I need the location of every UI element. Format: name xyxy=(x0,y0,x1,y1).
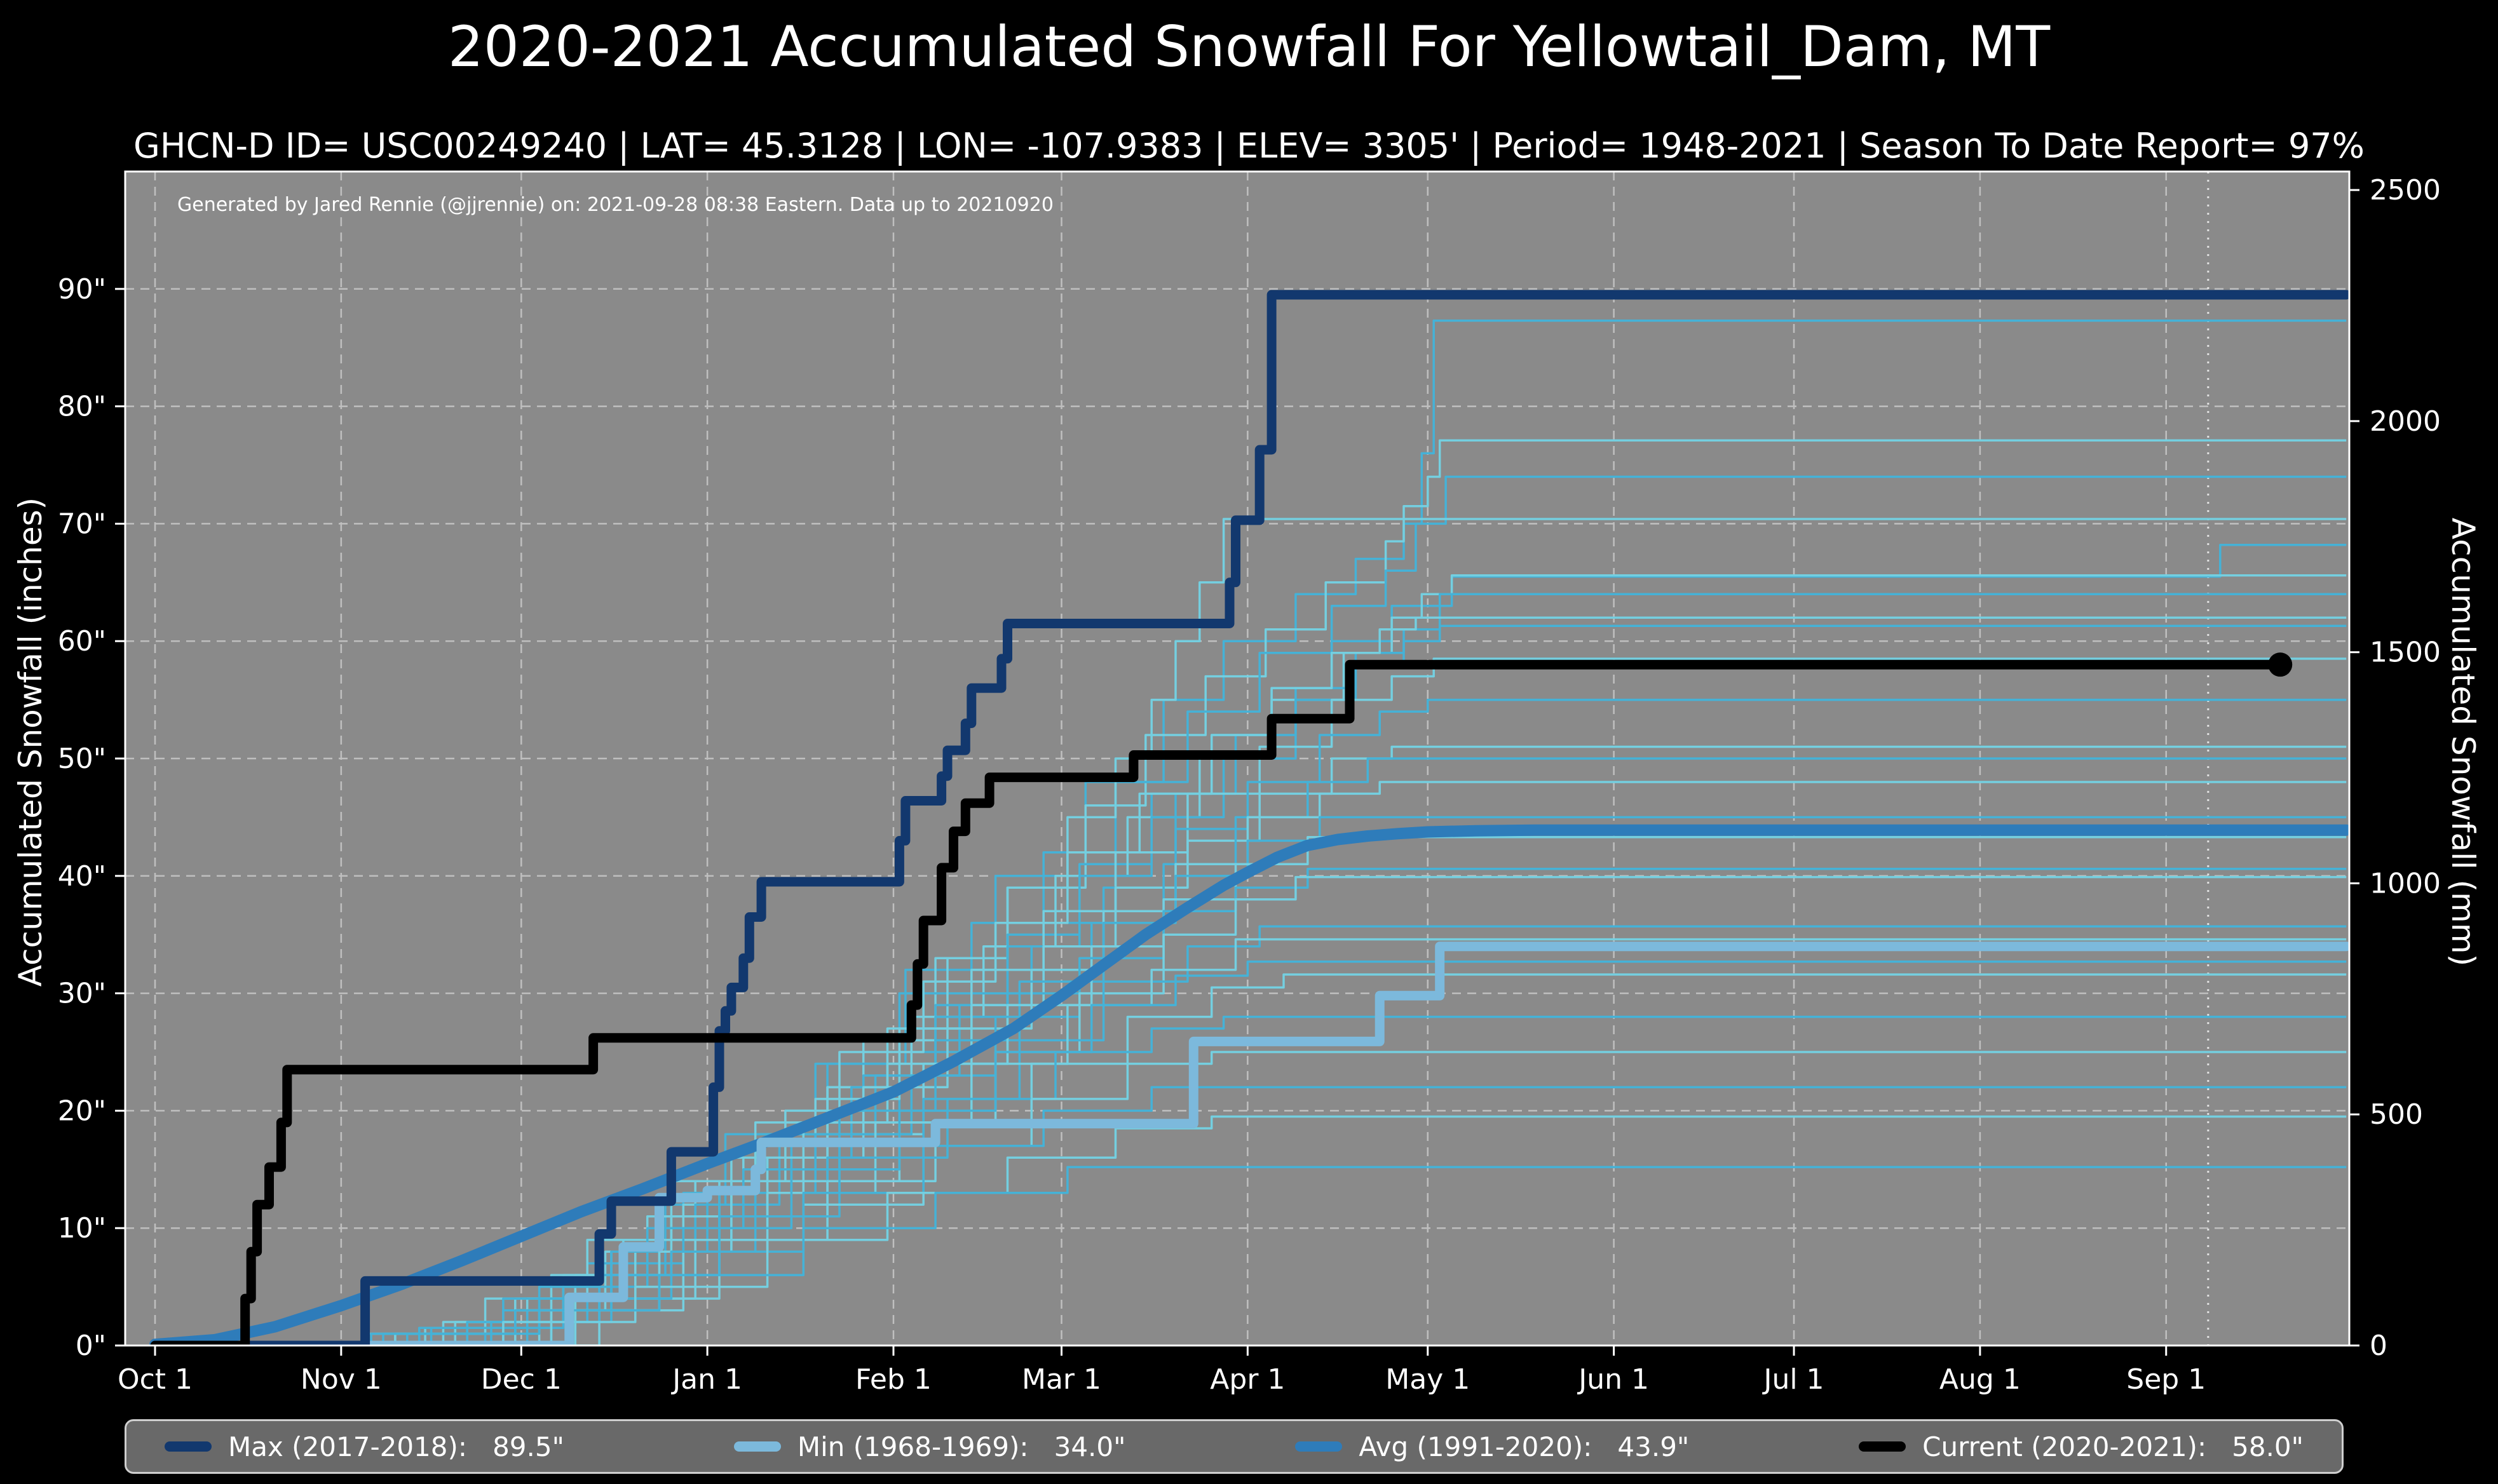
x-tick-label: May 1 xyxy=(1385,1363,1470,1396)
axis-tick-labels: 0" 10" 20" 30" 40" 50" 60" 70" 80" 90" 0 500 1000 150… xyxy=(58,174,2441,1396)
background-season-line xyxy=(155,1166,2347,1346)
min-line-swatch xyxy=(733,1441,781,1452)
legend-item-current: Current (2020-2021): 58.0" xyxy=(1859,1431,2304,1462)
y-right-tick-label: 2500 xyxy=(2370,174,2441,206)
legend-label-max: Max (2017-2018): 89.5" xyxy=(228,1431,564,1462)
legend-label-min: Min (1968-1969): 34.0" xyxy=(797,1431,1126,1462)
legend-item-avg: Avg (1991-2020): 43.9" xyxy=(1295,1431,1689,1462)
y-left-tick-label: 30" xyxy=(58,978,106,1010)
current-endpoint-dot xyxy=(2268,652,2293,677)
series-group xyxy=(149,290,2349,1346)
legend-item-max: Max (2017-2018): 89.5" xyxy=(165,1431,564,1462)
min-line xyxy=(150,941,2349,1346)
x-tick-label: Oct 1 xyxy=(118,1363,193,1396)
legend-label-avg: Avg (1991-2020): 43.9" xyxy=(1359,1431,1690,1462)
y-left-tick-label: 20" xyxy=(58,1095,106,1127)
y-left-tick-label: 10" xyxy=(58,1212,106,1245)
y-right-tick-label: 500 xyxy=(2370,1098,2423,1131)
x-tick-label: Sep 1 xyxy=(2126,1363,2206,1396)
current-line-swatch xyxy=(1859,1441,1906,1452)
background-season-line xyxy=(155,439,2347,1346)
background-season-line xyxy=(155,781,2347,1346)
y-left-tick-label: 70" xyxy=(58,508,106,540)
x-tick-label: Apr 1 xyxy=(1210,1363,1285,1396)
x-tick-label: Jun 1 xyxy=(1577,1363,1649,1396)
background-season-line xyxy=(155,616,2347,1346)
y-right-tick-label: 1500 xyxy=(2370,637,2441,669)
avg-line-swatch xyxy=(1295,1441,1343,1452)
y-left-tick-label: 90" xyxy=(58,273,106,306)
x-tick-label: Dec 1 xyxy=(481,1363,562,1396)
current-line xyxy=(150,659,2285,1346)
chart-subtitle: GHCN-D ID= USC00249240 | LAT= 45.3128 | … xyxy=(133,126,2365,166)
x-tick-label: Mar 1 xyxy=(1022,1363,1101,1396)
x-tick-label: Aug 1 xyxy=(1939,1363,2021,1396)
x-tick-label: Feb 1 xyxy=(855,1363,932,1396)
y-left-tick-label: 60" xyxy=(58,625,106,658)
legend-item-min: Min (1968-1969): 34.0" xyxy=(733,1431,1126,1462)
legend: Max (2017-2018): 89.5" Min (1968-1969): … xyxy=(125,1419,2344,1474)
avg-line xyxy=(149,824,2349,1346)
y-left-tick-label: 80" xyxy=(58,391,106,423)
axis-ticks xyxy=(115,189,2359,1356)
max-line-swatch xyxy=(165,1441,212,1452)
chart-title: 2020-2021 Accumulated Snowfall For Yello… xyxy=(447,14,2051,79)
background-season-line xyxy=(155,925,2347,1346)
x-tick-label: Nov 1 xyxy=(301,1363,382,1396)
max-line xyxy=(150,290,2349,1346)
y-left-tick-label: 50" xyxy=(58,743,106,775)
y-left-tick-label: 0" xyxy=(76,1330,106,1362)
y-right-tick-label: 0 xyxy=(2370,1330,2387,1362)
y-left-tick-label: 40" xyxy=(58,860,106,893)
x-tick-label: Jul 1 xyxy=(1761,1363,1824,1396)
generated-by-annotation: Generated by Jared Rennie (@jjrennie) on… xyxy=(177,194,1054,216)
legend-label-current: Current (2020-2021): 58.0" xyxy=(1922,1431,2304,1462)
y-right-tick-label: 1000 xyxy=(2370,867,2441,900)
x-tick-label: Jan 1 xyxy=(670,1363,742,1396)
y-right-tick-label: 2000 xyxy=(2370,405,2441,438)
